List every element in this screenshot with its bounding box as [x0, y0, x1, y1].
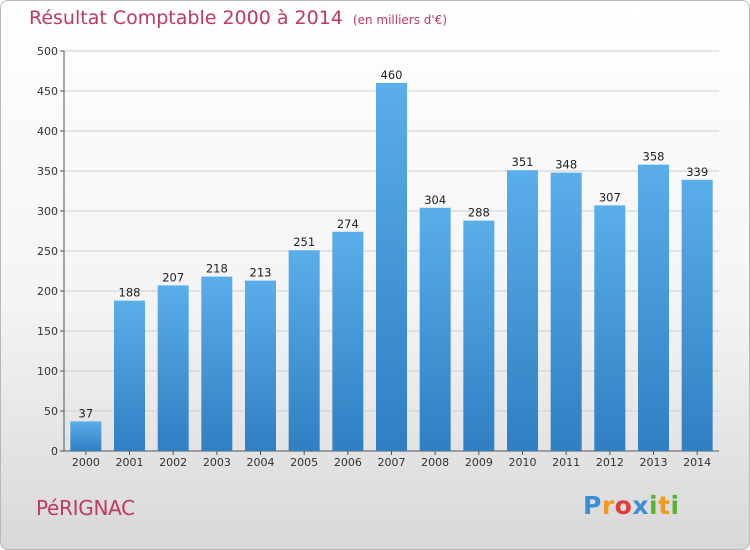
logo-letter: r [601, 491, 615, 520]
bar [681, 179, 713, 452]
y-tick-label: 250 [37, 245, 58, 258]
commune-name: PéRIGNAC [36, 496, 135, 520]
x-tick-label: 2011 [552, 456, 580, 469]
data-label: 188 [119, 286, 141, 300]
y-tick-label: 150 [37, 325, 58, 338]
x-tick-label: 2001 [116, 456, 144, 469]
proxiti-logo[interactable]: Proxiti [583, 491, 680, 520]
bar [376, 83, 407, 451]
bar [550, 172, 582, 451]
logo-letter: t [658, 491, 671, 520]
x-tick-label: 2013 [640, 456, 668, 469]
x-tick-label: 2003 [203, 456, 231, 469]
x-tick-label: 2009 [465, 456, 493, 469]
x-tick-label: 2007 [378, 456, 406, 469]
data-label: 251 [293, 235, 315, 249]
bar [70, 421, 102, 451]
y-tick-label: 300 [37, 205, 58, 218]
chart-title-line: Résultat Comptable 2000 à 2014 (en millie… [29, 7, 447, 29]
data-label: 213 [250, 266, 272, 280]
bar [507, 170, 538, 451]
bar [332, 231, 364, 451]
x-tick-label: 2002 [159, 456, 187, 469]
logo-letter: i [670, 491, 680, 520]
bars [70, 83, 713, 452]
data-label: 348 [555, 158, 577, 172]
chart-title: Résultat Comptable 2000 à 2014 [29, 7, 343, 29]
data-label: 358 [643, 150, 665, 164]
logo-letter: o [614, 491, 633, 520]
data-label: 351 [512, 155, 534, 169]
bar [638, 164, 669, 451]
data-label: 288 [468, 206, 490, 220]
x-tick-label: 2008 [421, 456, 449, 469]
logo-letter: P [583, 491, 602, 520]
bar [201, 276, 233, 451]
y-tick-label: 50 [44, 405, 58, 418]
y-tick-label: 0 [51, 445, 58, 458]
data-label: 37 [79, 406, 94, 420]
y-tick-label: 450 [37, 85, 58, 98]
y-tick-label: 500 [37, 45, 58, 58]
bar [463, 220, 495, 451]
bar [594, 205, 626, 451]
y-tick-label: 400 [37, 125, 58, 138]
data-label: 307 [599, 190, 621, 204]
bar [114, 300, 145, 451]
x-tick-label: 2012 [596, 456, 624, 469]
x-tick-label: 2014 [683, 456, 711, 469]
bar [419, 207, 451, 451]
x-tick-label: 2010 [509, 456, 537, 469]
x-tick-label: 2006 [334, 456, 362, 469]
data-labels: 37 188 207 218 213 251 274 460 304 288 351 348 307 35… [79, 68, 709, 420]
bar [288, 250, 320, 451]
bar [157, 285, 189, 451]
data-label: 304 [424, 193, 446, 207]
logo-letter: i [649, 491, 659, 520]
x-tick-label: 2000 [72, 456, 100, 469]
x-tick-label: 2005 [290, 456, 318, 469]
data-label: 274 [337, 217, 359, 231]
axes: 0 50 100 150 200 250 300 350 400 450 500 2000 2001 20… [37, 45, 719, 469]
data-label: 218 [206, 262, 228, 276]
chart-subtitle: (en milliers d'€) [352, 13, 448, 27]
logo-letter: x [632, 491, 649, 520]
data-label: 339 [686, 165, 708, 179]
bar [245, 280, 276, 451]
y-tick-label: 200 [37, 285, 58, 298]
data-label: 460 [381, 68, 403, 82]
data-label: 207 [162, 270, 184, 284]
x-tick-label: 2004 [247, 456, 275, 469]
y-tick-label: 350 [37, 165, 58, 178]
y-tick-label: 100 [37, 365, 58, 378]
